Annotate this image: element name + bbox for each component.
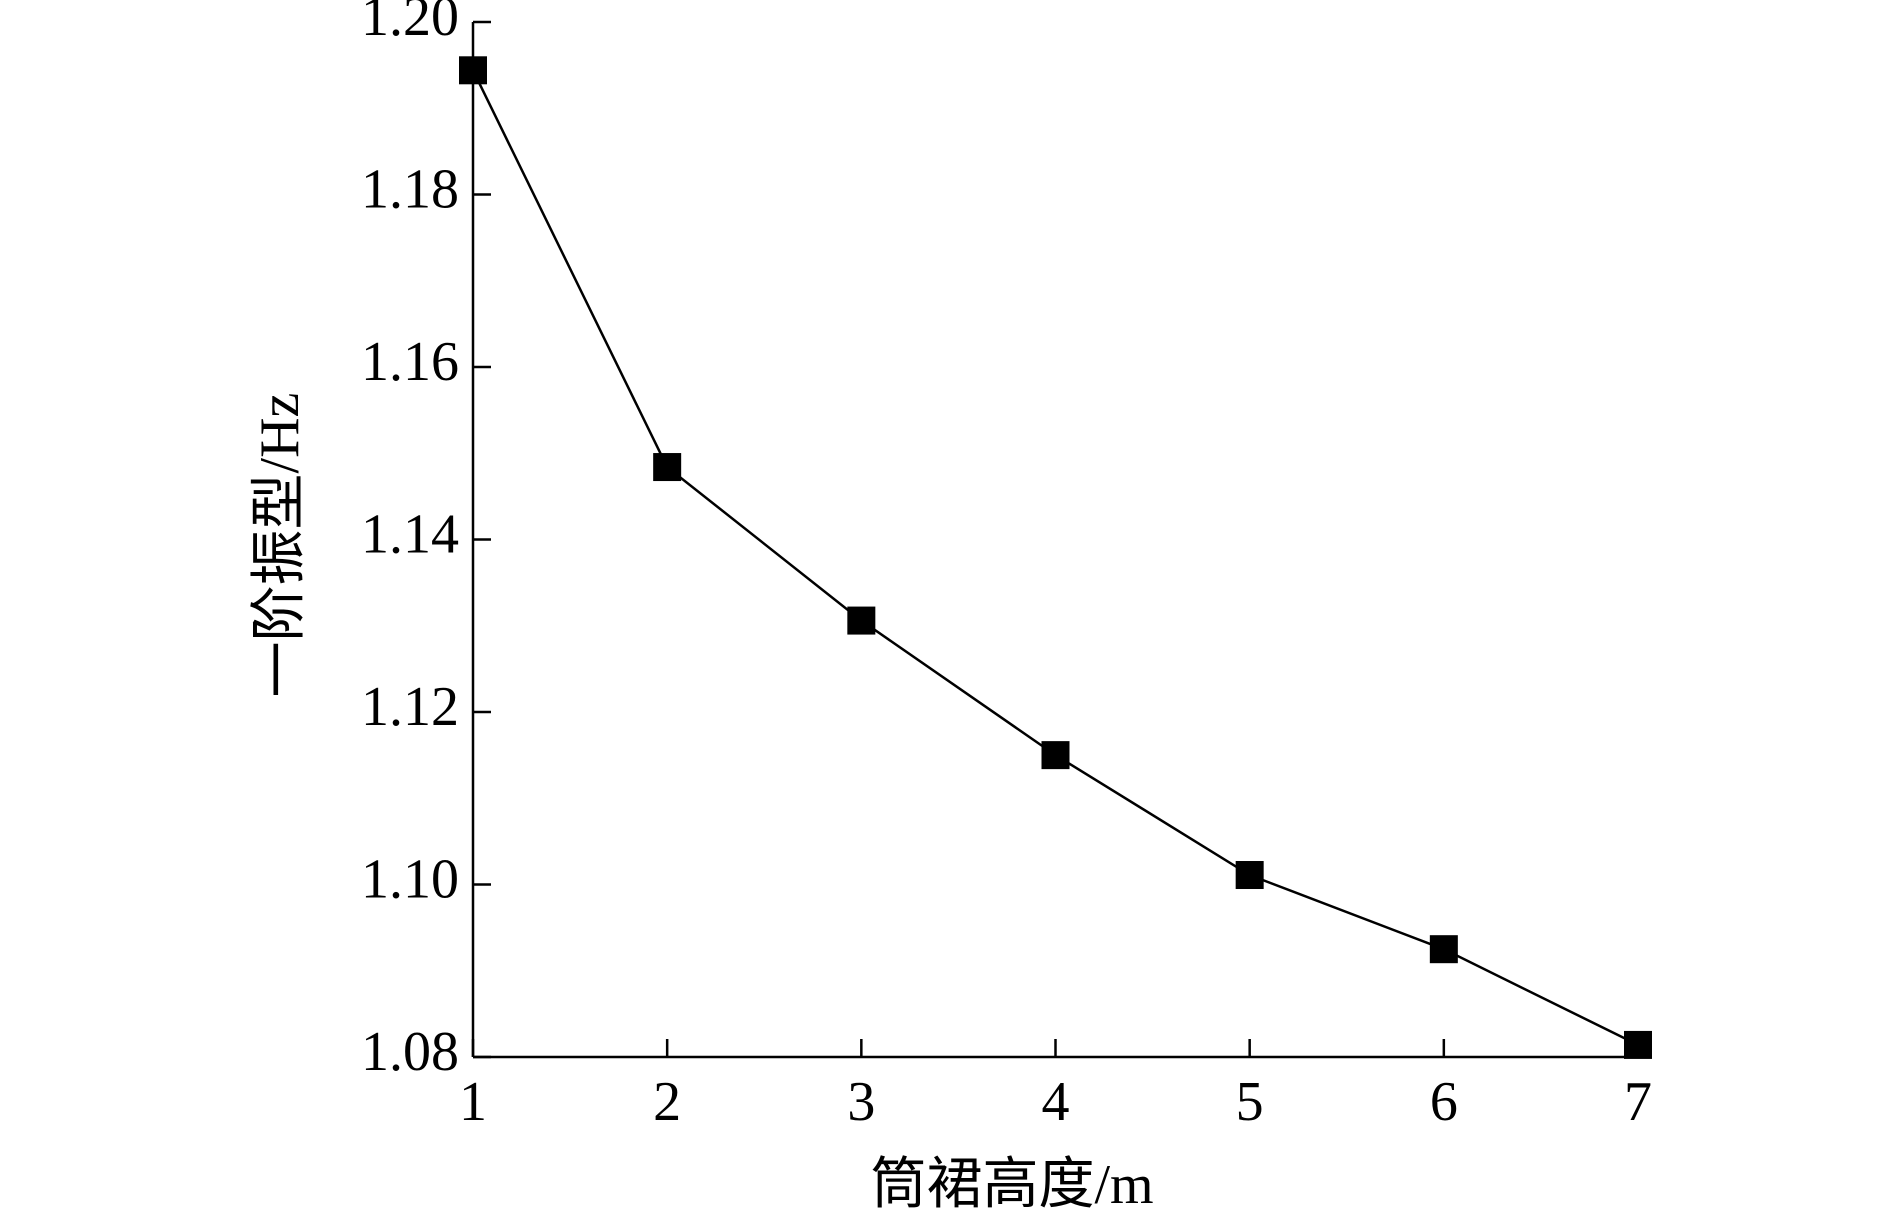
marker: [1429, 935, 1458, 964]
marker: [847, 606, 876, 635]
y-tick-label: 1.20: [361, 0, 459, 48]
y-tick-label: 1.08: [361, 1021, 459, 1083]
x-axis-label: 筒裙高度/m: [870, 1154, 1153, 1211]
x-tick-label: 1: [459, 1071, 487, 1133]
marker: [653, 453, 682, 482]
y-axis-label: 一阶振型/Hz: [249, 393, 311, 698]
x-tick-label: 7: [1624, 1071, 1652, 1133]
y-tick-label: 1.18: [361, 158, 459, 220]
x-tick-label: 3: [847, 1071, 875, 1133]
x-tick-label: 6: [1430, 1071, 1458, 1133]
y-tick-label: 1.16: [361, 331, 459, 393]
x-tick-label: 2: [653, 1071, 681, 1133]
marker: [1041, 741, 1070, 770]
marker: [1624, 1030, 1652, 1059]
x-tick-label: 5: [1236, 1071, 1264, 1133]
line: [471, 69, 1639, 1047]
y-tick-label: 1.10: [361, 848, 459, 910]
y-tick-label: 1.14: [361, 503, 459, 565]
marker: [459, 56, 487, 85]
y-tick-label: 1.12: [361, 676, 459, 738]
x-tick-label: 4: [1042, 1071, 1070, 1133]
marker: [1235, 861, 1264, 890]
